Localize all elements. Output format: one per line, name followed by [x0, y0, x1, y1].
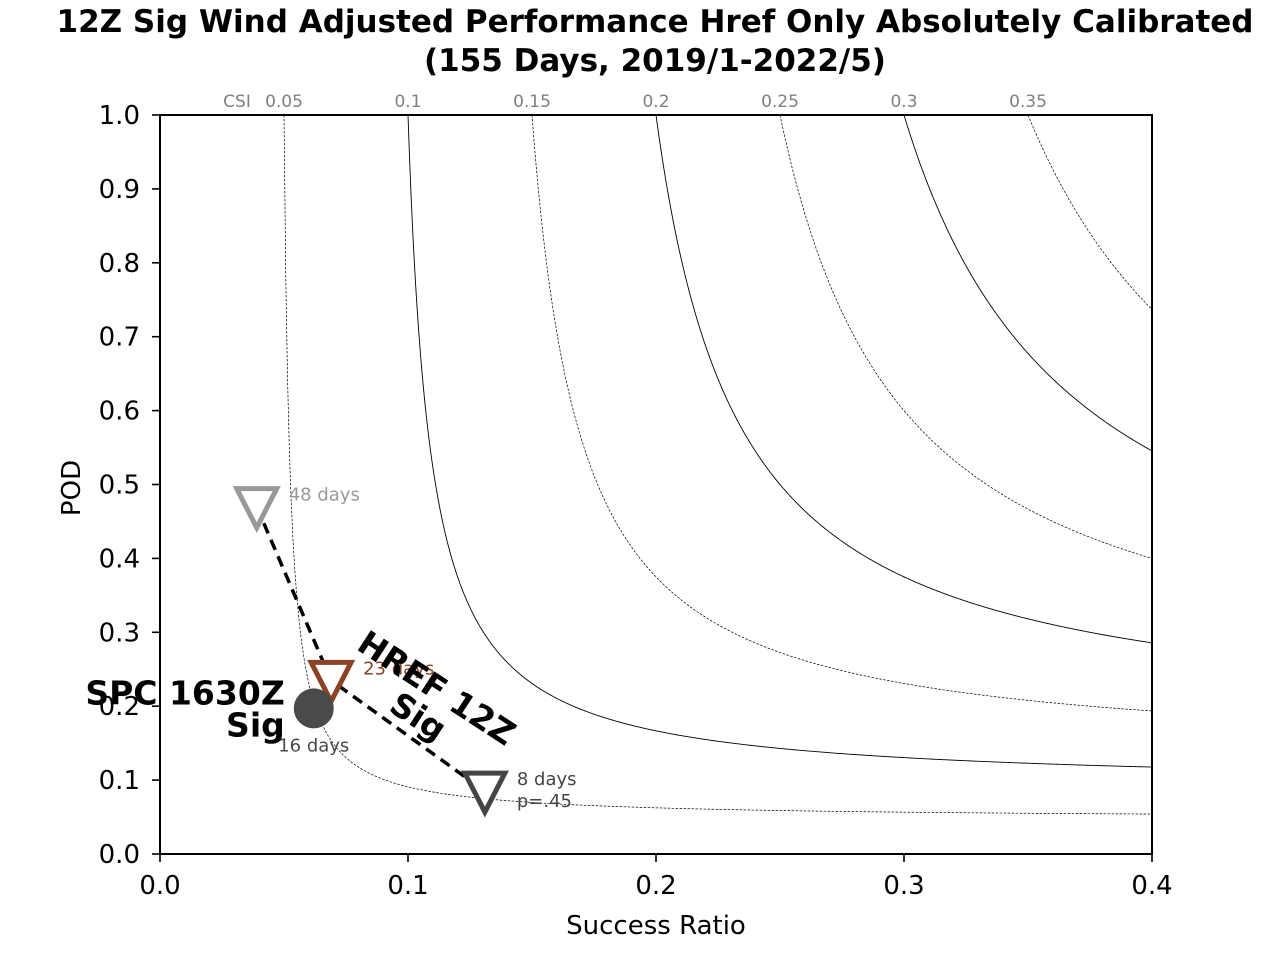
data-point-annotation: 23 days [363, 658, 434, 679]
data-point-annotation: 48 days [289, 485, 360, 506]
data-point-annotation: p=.45 [517, 791, 572, 812]
y-tick-label: 0.9 [99, 175, 140, 205]
x-tick-label: 0.0 [139, 871, 180, 901]
y-tick-label: 0.4 [99, 544, 140, 574]
y-tick-label: 0.8 [99, 249, 140, 279]
y-tick-label: 1.0 [99, 101, 140, 131]
data-point-marker [460, 770, 509, 818]
x-tick-label: 0.1 [387, 871, 428, 901]
data-point-annotation: 16 days [278, 735, 349, 756]
chart-subtitle: (155 Days, 2019/1-2022/5) [424, 43, 886, 79]
x-tick-label: 0.3 [883, 871, 924, 901]
csi-contour-label: 0.25 [761, 92, 799, 112]
y-tick-label: 0.5 [99, 471, 140, 501]
data-point-annotation: 8 days [517, 769, 577, 790]
csi-contour-line [1027, 115, 1152, 310]
series-label-spc: SPC 1630Z [85, 673, 284, 712]
csi-contour-line [283, 115, 1152, 815]
csi-contour-label: 0.2 [642, 92, 669, 112]
csi-contours [283, 115, 1152, 815]
data-point-marker [293, 688, 334, 729]
axes-layer: 0.0 0.1 0.2 0.3 0.4 0.0 0.1 0.2 0.3 0.4 0.5 0.6 0.7 0… [99, 101, 1173, 901]
y-tick-label: 0.1 [99, 766, 140, 796]
csi-contour-label: 0.3 [890, 92, 917, 112]
y-tick-label: 0.3 [99, 618, 140, 648]
csi-contour-line [779, 115, 1152, 559]
y-tick-label: 0.7 [99, 323, 140, 353]
csi-contour-line [407, 115, 1152, 768]
x-axis-label: Success Ratio [566, 911, 746, 941]
data-point-marker [307, 659, 356, 707]
csi-contour-line [531, 115, 1152, 712]
series-label-spc: Sig [226, 705, 285, 744]
csi-contour-label: 0.35 [1009, 92, 1047, 112]
chart-title: 12Z Sig Wind Adjusted Performance Href O… [56, 4, 1254, 40]
csi-contour-label: 0.1 [394, 92, 421, 112]
csi-contour-label: 0.15 [513, 92, 551, 112]
csi-contour-label: 0.05 [265, 92, 303, 112]
csi-contour-line [903, 115, 1152, 452]
x-tick-label: 0.2 [635, 871, 676, 901]
x-tick-label: 0.4 [1131, 871, 1172, 901]
csi-contour-line [655, 115, 1152, 644]
y-axis-label: POD [57, 460, 87, 516]
y-tick-label: 0.0 [99, 840, 140, 870]
y-tick-label: 0.2 [99, 692, 140, 722]
data-point-marker [232, 486, 281, 534]
csi-label: CSI [223, 92, 251, 112]
csi-contour-labels: 0.05 0.1 0.15 0.2 0.25 0.3 0.35 CSI [223, 92, 1047, 112]
y-tick-label: 0.6 [99, 397, 140, 427]
